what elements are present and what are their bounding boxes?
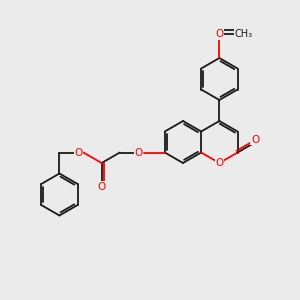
Text: CH₃: CH₃ [234,29,252,39]
Text: O: O [251,135,259,145]
Text: O: O [215,158,224,168]
Text: O: O [135,148,143,158]
Text: O: O [98,182,106,192]
Text: O: O [74,148,83,158]
Text: O: O [215,29,224,39]
